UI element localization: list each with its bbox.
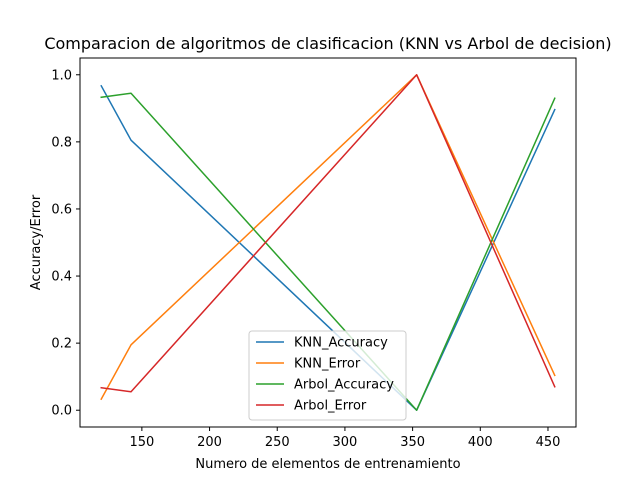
x-tick-label: 200 [197,435,222,450]
legend-label-2: Arbol_Accuracy [294,378,394,393]
y-tick-label: 0.2 [51,337,72,352]
legend-frame [248,330,407,421]
series-line-1 [100,74,556,401]
y-axis: 0.0 0.2 0.4 0.6 0.8 1.0 [51,68,80,419]
x-tick-label: 450 [536,435,561,450]
series-line-3 [100,74,556,393]
plot-area-frame [79,57,577,428]
series-line-2 [100,92,556,411]
x-tick-label: 250 [265,435,290,450]
x-tick-label: 150 [129,435,154,450]
x-tick-label: 400 [468,435,493,450]
legend-label-0: KNN_Accuracy [294,336,388,351]
x-axis: 150 200 250 300 350 400 450 [129,427,560,450]
legend-label-3: Arbol_Error [294,399,367,414]
y-tick-label: 1.0 [51,68,72,83]
y-tick-label: 0.8 [51,135,72,150]
legend-label-1: KNN_Error [294,357,361,372]
x-axis-label: Numero de elementos de entrenamiento [195,457,460,472]
y-axis-label: Accuracy/Error [29,194,44,290]
x-tick-label: 300 [333,435,358,450]
y-tick-label: 0.4 [51,270,72,285]
series-lines [100,74,556,411]
legend: KNN_Accuracy KNN_Error Arbol_Accuracy Arbol… [248,330,407,421]
chart-title: Comparacion de algoritmos de clasificaci… [44,34,611,53]
y-tick-label: 0.6 [51,202,72,217]
y-tick-label: 0.0 [51,404,72,419]
x-tick-label: 350 [400,435,425,450]
series-line-0 [100,84,556,411]
